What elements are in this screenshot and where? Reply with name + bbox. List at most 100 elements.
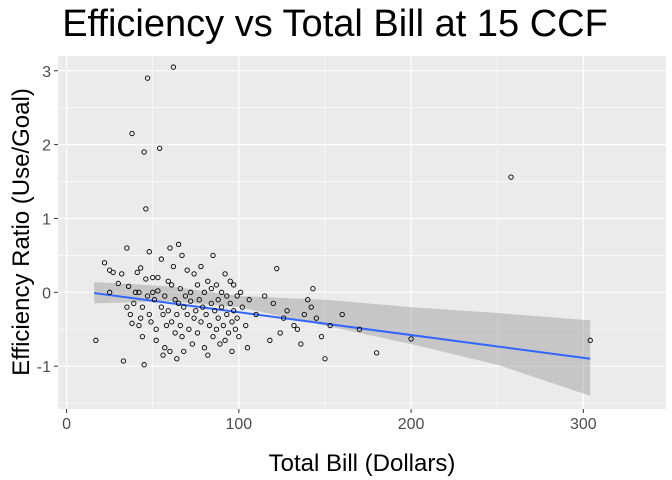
data-point (148, 319, 154, 325)
data-point (153, 337, 159, 343)
data-point (132, 289, 139, 295)
data-point (191, 271, 197, 277)
data-point (175, 300, 182, 307)
data-point (243, 322, 249, 329)
data-point (318, 333, 325, 340)
data-point (205, 352, 211, 358)
data-point (284, 308, 290, 314)
data-point (236, 333, 242, 340)
data-point (212, 308, 218, 314)
data-point (222, 271, 228, 277)
data-point (191, 315, 197, 321)
data-point (222, 337, 228, 343)
data-point (110, 269, 116, 276)
data-point (127, 311, 133, 318)
data-point (146, 311, 152, 318)
data-point (141, 362, 147, 368)
data-point (193, 308, 199, 314)
gridlines (58, 56, 666, 409)
data-point (339, 311, 345, 318)
y-tick-label: 0 (42, 285, 51, 302)
data-point (141, 149, 147, 155)
data-point (237, 289, 244, 295)
data-point (213, 326, 220, 332)
data-point (138, 265, 144, 271)
data-point (124, 304, 130, 310)
data-point (187, 289, 194, 295)
data-point (215, 315, 221, 321)
data-point (170, 64, 177, 70)
data-point (184, 267, 190, 273)
data-point (139, 333, 146, 340)
data-point (203, 311, 209, 318)
data-point (172, 297, 178, 303)
data-point (198, 263, 204, 270)
data-point (508, 174, 514, 180)
data-point (181, 304, 187, 310)
data-point (162, 345, 168, 351)
data-point (182, 293, 189, 299)
data-point (234, 293, 240, 299)
data-point (218, 289, 225, 295)
y-tick-label: 1 (42, 211, 51, 228)
data-point (301, 311, 307, 318)
data-point (373, 350, 380, 356)
data-point (165, 278, 171, 284)
data-point (208, 285, 214, 292)
data-point (218, 304, 225, 310)
data-point (189, 341, 195, 347)
data-point (179, 333, 185, 340)
data-point (210, 252, 216, 259)
data-point (305, 297, 311, 303)
data-point (150, 274, 156, 281)
data-point (267, 337, 273, 343)
data-point (129, 320, 135, 326)
data-point (200, 304, 206, 310)
data-point (107, 289, 113, 295)
data-point (186, 326, 192, 332)
data-point (210, 333, 216, 340)
y-axis-ticks: -1 0 1 2 3 (37, 64, 58, 376)
data-point (194, 282, 201, 288)
data-point (179, 252, 185, 259)
data-point (253, 311, 259, 318)
data-points (93, 64, 593, 368)
data-point (187, 298, 194, 304)
data-point (280, 315, 287, 321)
data-point (196, 297, 202, 303)
data-point (125, 283, 132, 290)
data-point (206, 322, 213, 329)
data-point (151, 297, 158, 303)
x-tick-label: 200 (398, 416, 425, 433)
data-point (227, 300, 233, 307)
data-point (177, 322, 183, 329)
y-axis-title: Efficiency Ratio (Use/Goal) (8, 88, 35, 376)
data-point (234, 315, 240, 321)
x-axis-ticks: 0 100 200 300 (62, 409, 597, 433)
data-point (143, 206, 149, 212)
data-point (174, 311, 180, 318)
plot-panel (58, 56, 666, 409)
data-point (144, 293, 151, 299)
data-point (194, 330, 201, 336)
data-point (184, 311, 190, 318)
data-point (156, 145, 163, 151)
data-point (313, 315, 320, 321)
confidence-band (94, 282, 591, 396)
data-point (224, 311, 230, 318)
y-tick-label: 3 (42, 64, 51, 81)
data-point (198, 319, 204, 325)
data-point (175, 241, 182, 247)
data-point (274, 266, 280, 272)
data-point (138, 315, 144, 321)
data-point (291, 322, 297, 329)
data-point (139, 304, 146, 310)
data-point (201, 289, 208, 295)
data-point (308, 304, 314, 310)
data-point (177, 285, 183, 292)
data-point (224, 293, 230, 299)
y-tick-label: 2 (42, 138, 51, 155)
data-point (231, 308, 237, 314)
data-point (587, 337, 593, 343)
data-point (205, 278, 211, 284)
